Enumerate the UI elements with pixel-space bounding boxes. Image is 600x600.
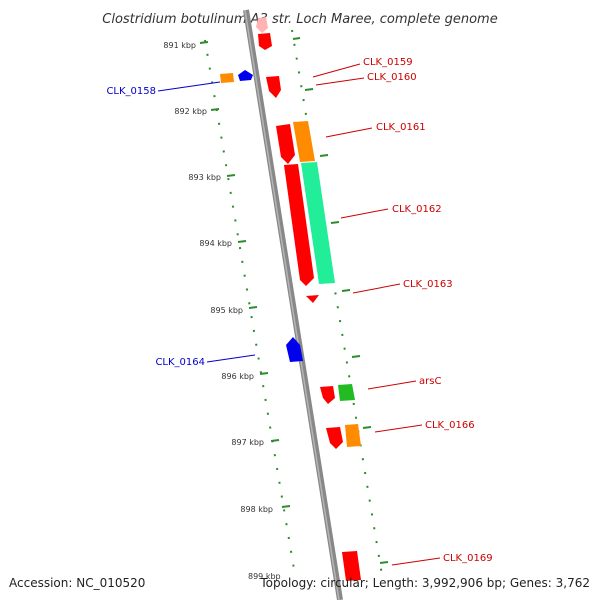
gene-label-arsc[interactable]: arsC xyxy=(419,376,441,387)
tick-mark xyxy=(292,37,301,40)
genome-backbone xyxy=(243,9,343,600)
gene-feature-clk0162[interactable] xyxy=(284,164,314,286)
gene-labels: CLK_0158 CLK_0159 CLK_0160 CLK_0161 CLK_… xyxy=(106,57,492,564)
gene-label-clk0159[interactable]: CLK_0159 xyxy=(363,57,413,68)
tick-mark xyxy=(341,289,351,292)
leader-clk0162 xyxy=(340,208,389,219)
gene-feature-arsc[interactable] xyxy=(320,386,335,404)
tick-mark xyxy=(319,154,329,157)
tick-mark xyxy=(304,88,314,91)
gene-label-clk0160[interactable]: CLK_0160 xyxy=(367,72,417,83)
tick-mark xyxy=(362,426,372,429)
gene-label-clk0166[interactable]: CLK_0166 xyxy=(425,420,475,431)
gene-feature-clk0166[interactable] xyxy=(326,427,343,449)
tick-label: 893 kbp xyxy=(188,173,221,182)
topology-text: Topology: circular; Length: 3,992,906 bp… xyxy=(260,576,590,590)
gene-feature-clk0161[interactable] xyxy=(276,124,295,164)
gene-feature-clk0158[interactable] xyxy=(220,73,234,83)
gene-label-clk0169[interactable]: CLK_0169 xyxy=(443,553,493,564)
tick-mark xyxy=(379,561,389,564)
gene-feature-clk0159[interactable] xyxy=(258,33,272,50)
leader-clk0163 xyxy=(352,283,401,294)
tick-mark xyxy=(351,355,361,358)
gene-features xyxy=(220,17,361,581)
scale-ticks: 891 kbp 892 kbp 893 kbp 894 kbp 895 kbp … xyxy=(163,41,291,581)
leader-clk0164 xyxy=(206,354,256,363)
leader-arsc xyxy=(367,380,417,390)
leader-clk0169 xyxy=(391,557,441,566)
leader-clk0161 xyxy=(325,127,373,138)
gene-feature-top[interactable] xyxy=(256,17,268,33)
gene-feature-clk0166-orange[interactable] xyxy=(345,424,361,447)
leader-clk0159 xyxy=(312,63,361,78)
tick-mark xyxy=(210,108,220,111)
gene-label-clk0164[interactable]: CLK_0164 xyxy=(155,357,205,368)
gene-label-clk0161[interactable]: CLK_0161 xyxy=(376,122,426,133)
tick-label: 897 kbp xyxy=(231,438,264,447)
leader-clk0166 xyxy=(374,424,423,433)
tick-label: 899 kbp xyxy=(248,572,281,581)
tick-mark xyxy=(237,240,247,243)
tick-mark xyxy=(281,505,291,508)
genome-backbone-highlight xyxy=(244,9,340,600)
leader-clk0160 xyxy=(315,77,365,86)
map-title: Clostridium botulinum A3 str. Loch Maree… xyxy=(102,12,497,27)
gene-label-clk0162[interactable]: CLK_0162 xyxy=(392,204,442,215)
tick-label: 898 kbp xyxy=(240,505,273,514)
tick-label: 891 kbp xyxy=(163,41,196,50)
tick-label: 894 kbp xyxy=(199,239,232,248)
tick-mark xyxy=(226,174,236,177)
right-guide-track xyxy=(291,29,383,576)
gene-feature-arsc-green[interactable] xyxy=(338,384,355,401)
tick-mark xyxy=(270,439,280,442)
gene-label-clk0163[interactable]: CLK_0163 xyxy=(403,279,453,290)
right-track-ticks xyxy=(292,37,389,564)
tick-mark xyxy=(199,41,209,44)
gene-feature-clk0158-reverse[interactable] xyxy=(238,70,253,81)
label-leaders xyxy=(157,63,441,566)
tick-label: 896 kbp xyxy=(221,372,254,381)
tick-mark xyxy=(248,306,258,309)
gene-feature-clk0163[interactable] xyxy=(306,295,319,303)
tick-mark xyxy=(330,221,340,224)
tick-label: 892 kbp xyxy=(174,107,207,116)
accession-text: Accession: NC_010520 xyxy=(9,576,146,590)
gene-feature-clk0164[interactable] xyxy=(286,337,303,362)
gene-feature-clk0160[interactable] xyxy=(266,76,281,98)
tick-label: 895 kbp xyxy=(210,306,243,315)
gene-feature-clk0162-teal[interactable] xyxy=(301,162,335,284)
gene-label-clk0158[interactable]: CLK_0158 xyxy=(106,86,156,97)
tick-mark xyxy=(259,372,269,375)
gene-feature-clk0169[interactable] xyxy=(342,551,361,581)
gene-feature-clk0161-orange[interactable] xyxy=(293,121,315,162)
leader-clk0158 xyxy=(157,81,221,92)
